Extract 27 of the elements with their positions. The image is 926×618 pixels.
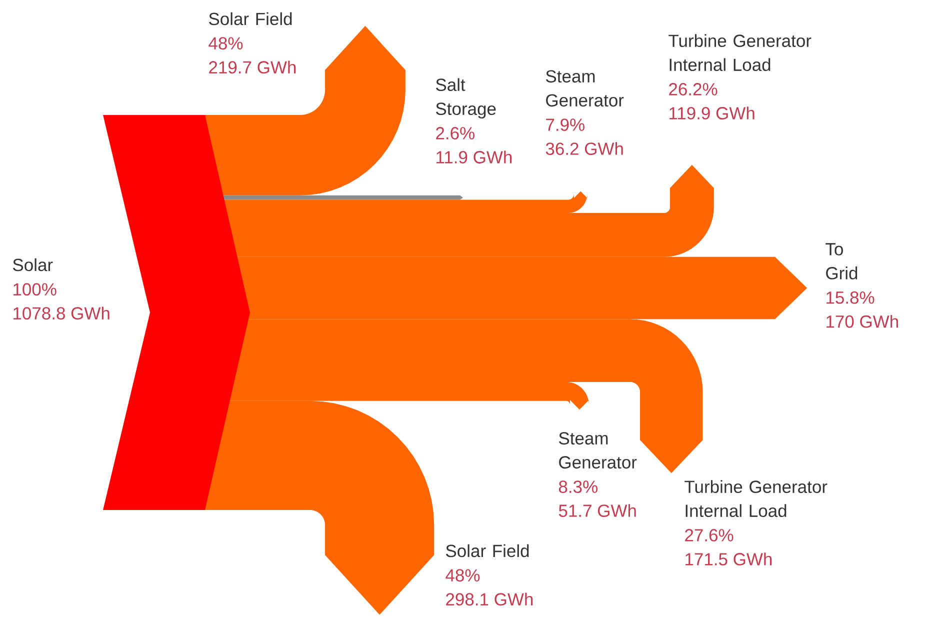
category-label: To Grid [826,243,858,280]
data-label: 298.1 GWh [446,592,533,606]
category-label: Turbine Generator Internal Load [668,34,812,72]
category-label: Steam Generator [559,432,637,469]
data-label: 15.8% [826,291,874,304]
data-label: 7.9% [546,118,584,131]
data-label: 36.2 GWh [546,142,623,155]
data-label: 11.9 GWh [436,150,512,164]
data-label: 26.2% [669,83,718,96]
category-label: Turbine Generator Internal Load [684,480,828,518]
data-label: 119.9 GWh [670,106,754,120]
data-label: 48% [208,37,243,50]
category-label: Solar Field [209,12,292,26]
data-label: 27.6% [685,529,734,542]
data-label: 100% [14,283,56,296]
category-label: Solar Field [446,544,529,558]
category-label: Steam Generator [546,70,624,107]
category-label: Solar [13,258,53,272]
data-label: 51.7 GWh [558,504,636,517]
data-label: 170 GWh [826,314,898,328]
data-label: 171.5 GWh [686,552,772,566]
data-label: 219.7 GWh [209,60,296,74]
data-label: 8.3% [558,480,598,493]
data-label: 1078.8 GWh [14,306,110,320]
category-label: Salt Storage [436,78,496,118]
data-label: 48% [446,569,480,582]
data-label: 2.6% [436,127,474,140]
